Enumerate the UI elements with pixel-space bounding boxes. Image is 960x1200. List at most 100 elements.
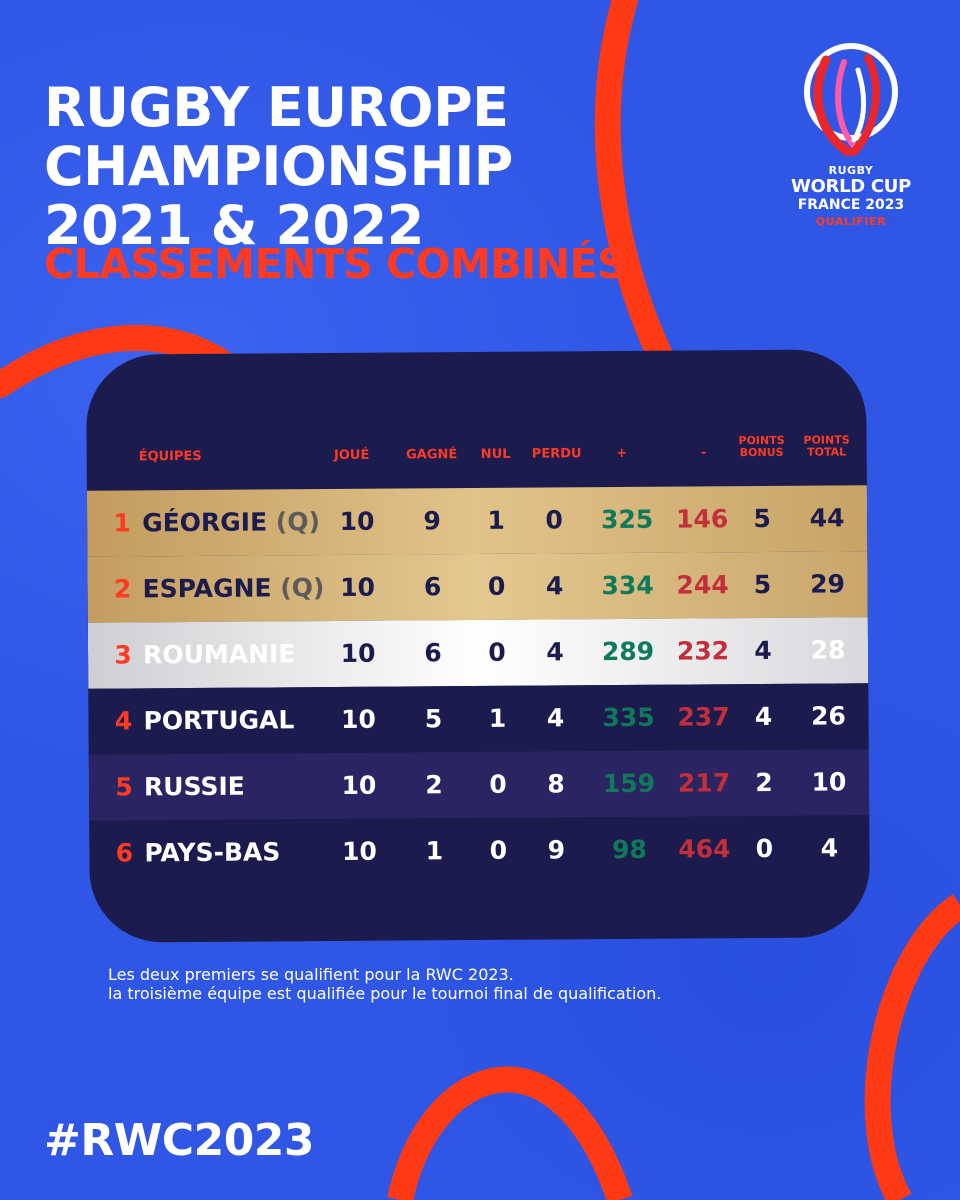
row-rank: 4 [114, 706, 133, 736]
title-line-1: RUGBY EUROPE [44, 76, 509, 139]
row-points-for: 325 [600, 504, 654, 535]
team-name: ROUMANIE [142, 639, 296, 670]
row-total: 10 [811, 767, 847, 797]
bottom-arch-curve [387, 1066, 633, 1200]
top-right-curve [594, 0, 685, 393]
row-team: ESPAGNE (Q) [142, 555, 324, 622]
standings-table: ÉQUIPES JOUÉ GAGNÉ NUL PERDU + - POINTS … [85, 349, 871, 943]
team-name: PAYS-BAS [144, 837, 281, 868]
row-played: 10 [340, 572, 376, 602]
row-lost: 4 [546, 637, 564, 667]
row-bonus: 2 [755, 767, 773, 798]
row-total: 28 [810, 635, 846, 665]
table-row: 3 ROUMANIE 10 6 0 4 289 232 4 28 [87, 617, 869, 689]
qualified-mark: (Q) [280, 573, 325, 603]
table-row: 4 PORTUGAL 10 5 1 4 335 237 4 26 [88, 683, 869, 755]
row-played: 10 [341, 836, 377, 866]
team-name: RUSSIE [143, 771, 245, 802]
header-total-points: POINTS TOTAL [792, 433, 862, 459]
row-bonus: 5 [753, 569, 772, 600]
row-won: 2 [425, 770, 443, 800]
subtitle: CLASSEMENTS COMBINÉS [44, 240, 627, 288]
header-points-for: + [616, 445, 628, 462]
hashtag: #RWC2023 [44, 1115, 315, 1166]
row-points-against: 146 [675, 504, 729, 534]
row-total: 4 [820, 833, 839, 863]
team-name: PORTUGAL [143, 705, 295, 736]
row-bonus: 4 [754, 701, 773, 732]
bottom-right-curve [864, 894, 960, 1200]
row-points-against: 217 [677, 768, 731, 798]
row-rank: 1 [113, 508, 131, 538]
row-points-against: 244 [676, 570, 729, 600]
rwc-logo: RUGBY WORLD CUP FRANCE 2023 QUALIFIER [780, 40, 922, 228]
qualification-note: Les deux premiers se qualifient pour la … [108, 965, 661, 1003]
row-team: PAYS-BAS [144, 819, 280, 886]
table-row: 6 PAYS-BAS 10 1 0 9 98 464 0 4 [89, 815, 870, 887]
row-total: 29 [810, 569, 846, 599]
page-title: RUGBY EUROPE CHAMPIONSHIP 2021 & 2022 [44, 78, 513, 255]
row-points-for: 334 [601, 570, 654, 601]
row-points-against: 237 [677, 702, 730, 732]
row-points-against: 232 [676, 636, 730, 666]
row-points-for: 289 [601, 636, 655, 667]
title-line-2: CHAMPIONSHIP [44, 135, 513, 198]
team-name: ESPAGNE [142, 573, 272, 604]
row-won: 9 [423, 506, 441, 536]
row-won: 1 [425, 836, 444, 866]
row-lost: 9 [547, 835, 566, 865]
row-won: 5 [424, 704, 443, 734]
row-points-against: 464 [678, 834, 731, 864]
row-team: PORTUGAL [143, 687, 294, 754]
row-total: 44 [809, 503, 845, 533]
row-drawn: 0 [488, 637, 506, 667]
row-drawn: 0 [489, 835, 508, 865]
header-teams: ÉQUIPES [138, 448, 202, 465]
row-total: 26 [810, 701, 846, 731]
qualified-mark: (Q) [275, 507, 321, 537]
header-drawn: NUL [480, 446, 511, 462]
row-drawn: 0 [489, 769, 507, 799]
row-lost: 4 [545, 571, 564, 601]
row-lost: 8 [547, 769, 565, 799]
table-header: ÉQUIPES JOUÉ GAGNÉ NUL PERDU + - POINTS … [87, 433, 867, 479]
logo-line-4: QUALIFIER [815, 215, 887, 228]
row-team: ROUMANIE [143, 621, 296, 688]
logo-line-1: RUGBY [828, 164, 874, 177]
row-bonus: 0 [755, 833, 774, 864]
row-drawn: 1 [488, 703, 507, 733]
header-played: JOUÉ [333, 447, 370, 464]
row-played: 10 [339, 506, 375, 536]
row-played: 10 [341, 770, 377, 800]
team-name: GÉORGIE [142, 507, 268, 538]
header-lost: PERDU [531, 446, 582, 462]
rwc-emblem-icon [804, 43, 898, 157]
row-rank: 5 [115, 772, 133, 802]
row-won: 6 [423, 572, 442, 602]
note-line-1: Les deux premiers se qualifient pour la … [108, 965, 514, 984]
row-won: 6 [424, 638, 442, 668]
logo-line-3: FRANCE 2023 [797, 197, 905, 213]
row-points-for: 159 [602, 768, 656, 799]
row-bonus: 4 [754, 635, 772, 666]
row-bonus: 5 [753, 503, 771, 534]
row-rank: 3 [114, 640, 132, 670]
table-row: 1 GÉORGIE (Q) 10 9 1 0 325 146 5 44 [86, 485, 868, 557]
row-lost: 0 [545, 505, 563, 535]
header-points-against: - [700, 445, 707, 461]
row-lost: 4 [546, 703, 565, 733]
table-row: 5 RUSSIE 10 2 0 8 159 217 2 10 [88, 749, 870, 821]
header-bonus-line-2: BONUS [739, 445, 784, 460]
header-won: GAGNÉ [406, 447, 458, 463]
note-line-2: la troisième équipe est qualifiée pour l… [108, 984, 662, 1003]
row-team: GÉORGIE (Q) [142, 489, 320, 556]
row-points-for: 98 [611, 834, 647, 865]
row-rank: 2 [113, 574, 132, 604]
table-row: 2 ESPAGNE (Q) 10 6 0 4 334 244 5 29 [87, 551, 868, 623]
logo-line-2: WORLD CUP [790, 176, 911, 197]
row-drawn: 1 [487, 505, 505, 535]
header-total-line-2: TOTAL [807, 445, 847, 459]
row-rank: 6 [115, 838, 134, 868]
row-points-for: 335 [602, 702, 655, 733]
row-played: 10 [341, 704, 377, 734]
